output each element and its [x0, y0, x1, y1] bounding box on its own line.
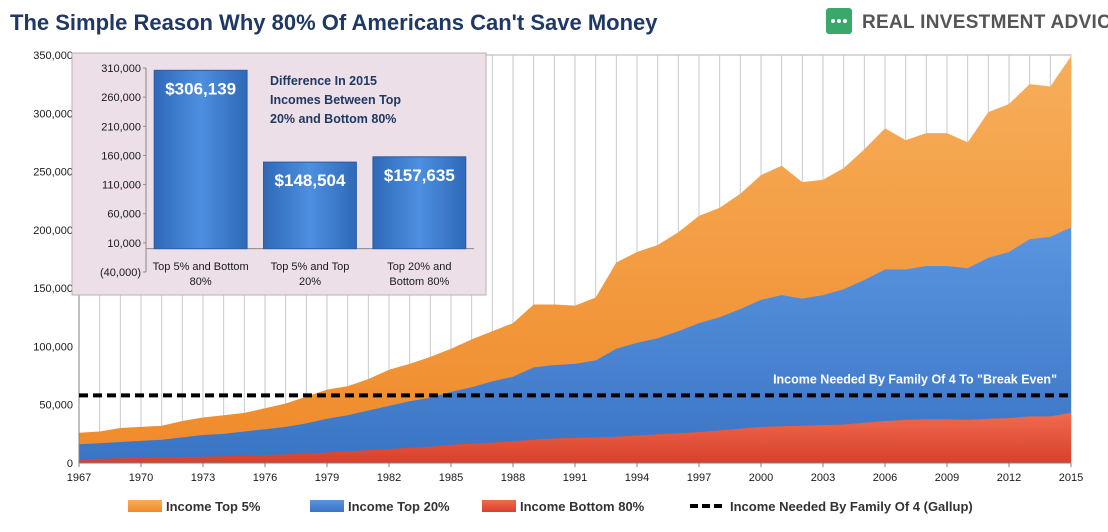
y-tick-label: 300,000: [33, 108, 73, 120]
x-tick-label: 2009: [935, 472, 959, 484]
breakeven-line-group: Income Needed By Family Of 4 To "Break E…: [79, 372, 1071, 398]
area-top-20: [79, 227, 1071, 463]
legend-swatch: [128, 500, 162, 512]
x-tick-label: 2015: [1059, 472, 1083, 484]
x-tick-label: 1991: [563, 472, 587, 484]
legend-item-bottom-80: Income Bottom 80%: [482, 499, 645, 514]
x-tick-label: 1976: [253, 472, 277, 484]
y-tick-label: 50,000: [39, 400, 73, 412]
x-tick-label: 1997: [687, 472, 711, 484]
legend-item-top-20: Income Top 20%: [310, 499, 450, 514]
x-tick-label: 1985: [439, 472, 463, 484]
inset-bar: [372, 156, 467, 250]
brand-icon-dot: [831, 19, 835, 23]
x-tick-label: 1988: [501, 472, 525, 484]
x-tick-label: 1982: [377, 472, 401, 484]
inset-y-tick-label: 60,000: [107, 209, 141, 221]
inset-y-tick-label: 260,000: [101, 92, 141, 104]
brand-icon-dot: [843, 19, 847, 23]
inset-y-tick-label: (40,000): [100, 267, 141, 279]
inset-category-label: Top 5% and Bottom 80%: [153, 261, 249, 288]
area-series: [79, 56, 1071, 463]
inset-y-tick-label: 210,000: [101, 121, 141, 133]
legend-label: Income Needed By Family Of 4 (Gallup): [730, 499, 973, 514]
inset-bar-value-label: $157,635: [384, 166, 455, 185]
inset-bar: [263, 161, 357, 250]
y-tick-label: 350,000: [33, 50, 73, 62]
legend-item-breakeven: Income Needed By Family Of 4 (Gallup): [690, 499, 973, 514]
inset-bar-value-label: $148,504: [275, 171, 346, 190]
y-tick-label: 200,000: [33, 225, 73, 237]
x-tick-label: 2003: [811, 472, 835, 484]
inset-y-tick-label: 10,000: [107, 238, 141, 250]
inset-category-label: Top 20% and Bottom 80%: [387, 261, 451, 288]
breakeven-annotation: Income Needed By Family Of 4 To "Break E…: [773, 372, 1057, 386]
x-tick-label: 2000: [749, 472, 773, 484]
y-tick-label: 250,000: [33, 167, 73, 179]
legend-label: Income Bottom 80%: [520, 499, 645, 514]
x-tick-label: 1979: [315, 472, 339, 484]
brand-logo: REAL INVESTMENT ADVICE: [826, 8, 1108, 34]
legend: Income Top 5% Income Top 20% Income Bottom…: [128, 499, 973, 514]
chart-title: The Simple Reason Why 80% Of Americans C…: [10, 10, 658, 35]
inset-bar-value-label: $306,139: [165, 79, 236, 98]
legend-label: Income Top 5%: [166, 499, 261, 514]
inset-y-tick-label: 310,000: [101, 63, 141, 75]
legend-item-top-5: Income Top 5%: [128, 499, 261, 514]
x-tick-label: 1970: [129, 472, 153, 484]
x-tick-label: 1967: [67, 472, 91, 484]
legend-swatch: [482, 500, 516, 512]
x-tick-label: 1994: [625, 472, 649, 484]
x-tick-label: 1973: [191, 472, 215, 484]
inset-category-label: Top 5% and Top 20%: [271, 261, 350, 288]
inset-content: (40,000) 10,000 60,000 110,000 160,000 210,00…: [100, 63, 474, 288]
inset-bar-chart: (40,000) 10,000 60,000 110,000 160,000 210,00…: [71, 52, 487, 296]
inset-title: Difference In 2015 Incomes Between Top 20%…: [270, 74, 401, 126]
legend-label: Income Top 20%: [348, 499, 450, 514]
inset-y-tick-label: 110,000: [102, 180, 141, 192]
y-tick-label: 100,000: [33, 341, 73, 353]
brand-name: REAL INVESTMENT ADVICE: [862, 12, 1108, 33]
brand-icon-dot: [837, 19, 841, 23]
inset-y-tick-label: 160,000: [101, 150, 141, 162]
legend-swatch: [310, 500, 344, 512]
y-tick-label: 0: [67, 458, 73, 470]
y-tick-label: 150,000: [33, 283, 73, 295]
x-tick-label: 2006: [873, 472, 897, 484]
area-bottom-80: [79, 412, 1071, 463]
x-tick-label: 2012: [997, 472, 1021, 484]
inset-bar: [153, 69, 248, 250]
